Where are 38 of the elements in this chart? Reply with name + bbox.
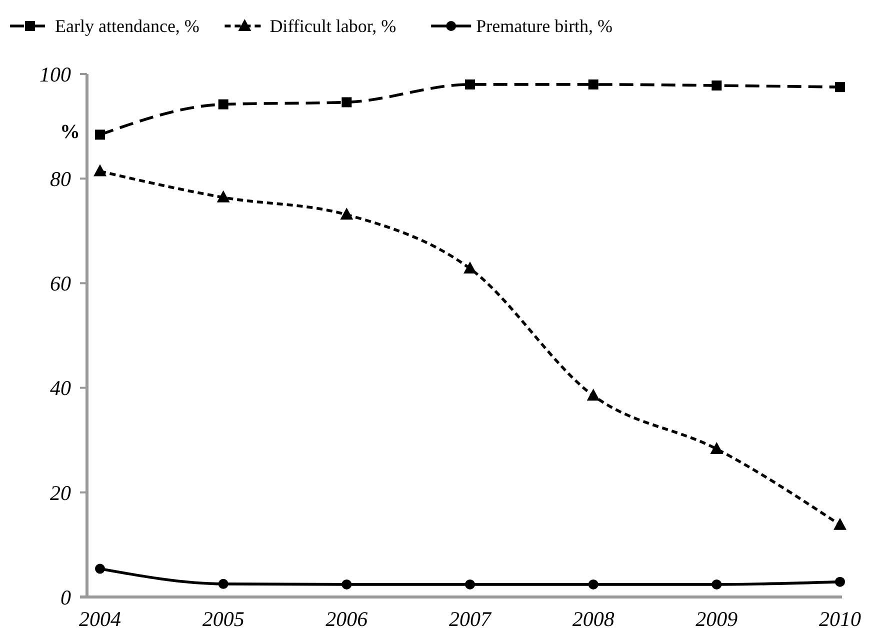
legend-label: Difficult labor, % — [270, 16, 396, 36]
y-tick-label: 0 — [60, 585, 72, 610]
point — [94, 164, 106, 176]
point — [465, 579, 475, 590]
point — [95, 564, 105, 574]
point — [218, 578, 228, 589]
point — [712, 80, 722, 91]
x-tick-label: 2009 — [696, 607, 738, 631]
x-tick-label: 2004 — [79, 607, 122, 631]
point — [95, 130, 105, 140]
x-tick-label: 2010 — [819, 607, 862, 631]
y-tick-label: 40 — [50, 376, 72, 400]
x-tick-label: 2006 — [326, 607, 368, 631]
point — [340, 208, 354, 220]
point — [586, 388, 600, 401]
legend-label: Premature birth, % — [476, 16, 613, 36]
point — [342, 97, 352, 108]
point — [712, 579, 722, 590]
point — [710, 442, 724, 454]
y-tick-label: 20 — [50, 480, 72, 505]
point — [834, 518, 846, 530]
legend-label: Early attendance, % — [55, 16, 200, 36]
y-axis-title: % — [60, 121, 80, 143]
point — [835, 576, 845, 587]
x-tick-label: 2007 — [449, 607, 492, 631]
x-tick-label: 2008 — [572, 607, 615, 631]
y-tick-label: 80 — [50, 166, 72, 191]
point — [588, 79, 598, 90]
point — [342, 579, 352, 590]
point — [835, 82, 845, 92]
point — [465, 79, 475, 90]
point — [588, 579, 598, 590]
point — [464, 262, 476, 274]
y-tick-label: 100 — [40, 62, 72, 86]
x-tick-label: 2005 — [202, 607, 244, 631]
y-tick-label: 60 — [50, 272, 72, 296]
point — [218, 99, 228, 110]
point — [216, 190, 230, 202]
